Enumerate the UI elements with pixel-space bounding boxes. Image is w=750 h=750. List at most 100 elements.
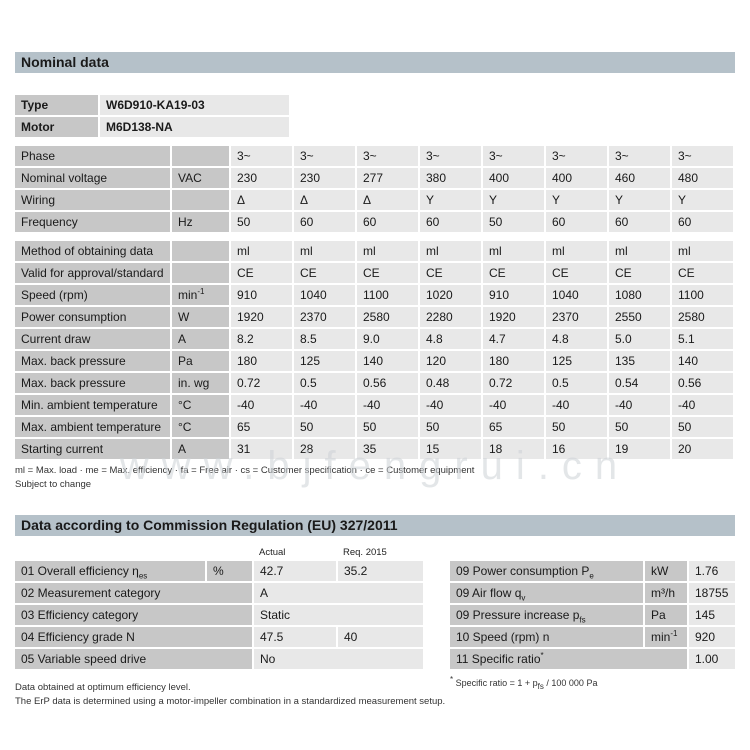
unit-text: VAC: [178, 171, 202, 185]
unit-text: °C: [178, 398, 192, 412]
value-cell: 60: [357, 212, 418, 232]
value-cell: Y: [609, 190, 670, 210]
unit-cell: °C: [172, 417, 229, 437]
value-cell: CE: [420, 263, 481, 283]
label-subscript: es: [138, 571, 148, 581]
row-label: Wiring: [15, 190, 170, 210]
value-cell: 400: [546, 168, 607, 188]
value-cell: 2580: [672, 307, 733, 327]
unit-text: °C: [178, 420, 192, 434]
value-cell: 1.00: [689, 649, 735, 669]
row-label: 01 Overall efficiency ηes: [15, 561, 205, 581]
value-cell: 20: [672, 439, 733, 459]
unit-cell: Hz: [172, 212, 229, 232]
nominal-table-row: Current draw A 8.2 8.5 9.0 4.8 4.7 4.8 5.0 5.1: [15, 329, 733, 349]
unit-cell: A: [172, 439, 229, 459]
value-cell: 60: [420, 212, 481, 232]
value-cell: ml: [546, 241, 607, 261]
unit-text: W: [178, 310, 190, 324]
value-cell: -40: [609, 395, 670, 415]
value-cell: 3~: [294, 146, 355, 166]
value-cell: 125: [294, 351, 355, 371]
label-text: 02 Measurement category: [21, 586, 161, 600]
unit-cell: Pa: [645, 605, 687, 625]
value-cell: 0.72: [483, 373, 544, 393]
row-label: 03 Efficiency category: [15, 605, 252, 625]
value-cell: 1040: [546, 285, 607, 305]
value-cell: 31: [231, 439, 292, 459]
value-cell: -40: [357, 395, 418, 415]
value-cell: 400: [483, 168, 544, 188]
value-cell: 3~: [231, 146, 292, 166]
value-cell: 3~: [357, 146, 418, 166]
unit-cell: [172, 190, 229, 210]
nominal-table-row: Speed (rpm) min-1 910 1040 1100 1020 910 1040 10…: [15, 285, 733, 305]
value-cell: Δ: [231, 190, 292, 210]
value-cell: ml: [420, 241, 481, 261]
erp-right-row: 09 Pressure increase pfs Pa 145: [450, 605, 735, 625]
erp-left-row: 02 Measurement category A: [15, 583, 423, 603]
label-text: 09 Pressure increase p: [456, 608, 580, 622]
row-label: Max. back pressure: [15, 373, 170, 393]
row-label: Phase: [15, 146, 170, 166]
value-cell: ml: [357, 241, 418, 261]
table-row: Motor M6D138-NA: [15, 117, 289, 137]
value-cell: Y: [483, 190, 544, 210]
abbreviation-legend: ml = Max. load · me = Max. efficiency · …: [15, 465, 475, 476]
column-header-req-2015: Req. 2015: [343, 547, 387, 558]
unit-cell: [172, 263, 229, 283]
value-cell: 3~: [672, 146, 733, 166]
value-cell: 140: [672, 351, 733, 371]
label-text: 09 Power consumption P: [456, 564, 590, 578]
unit-cell: %: [207, 561, 252, 581]
row-label: 09 Pressure increase pfs: [450, 605, 643, 625]
actual-value-cell: No: [254, 649, 423, 669]
value-cell: 50: [420, 417, 481, 437]
value-cell: -40: [294, 395, 355, 415]
label-text: 05 Variable speed drive: [21, 652, 147, 666]
row-label: 09 Power consumption Pe: [450, 561, 643, 581]
label-text: 04 Efficiency grade N: [21, 630, 135, 644]
row-label: Max. ambient temperature: [15, 417, 170, 437]
value-cell: 380: [420, 168, 481, 188]
type-motor-table: Type W6D910-KA19-03 Motor M6D138-NA: [15, 95, 289, 137]
value-cell: CE: [483, 263, 544, 283]
value-cell: 5.0: [609, 329, 670, 349]
column-header-actual: Actual: [259, 547, 286, 558]
value-cell: Δ: [294, 190, 355, 210]
value-cell: ml: [294, 241, 355, 261]
value-cell: 8.2: [231, 329, 292, 349]
value-cell: CE: [231, 263, 292, 283]
section-header-nominal-data: Nominal data: [15, 52, 735, 73]
type-label: Type: [15, 95, 98, 115]
erp-right-row: 09 Power consumption Pe kW 1.76: [450, 561, 735, 581]
value-cell: CE: [357, 263, 418, 283]
value-cell: 0.5: [294, 373, 355, 393]
actual-value-cell: 47.5: [254, 627, 336, 647]
value-cell: -40: [420, 395, 481, 415]
row-label: 09 Air flow qv: [450, 583, 643, 603]
asterisk: *: [450, 675, 454, 684]
value-cell: CE: [294, 263, 355, 283]
nominal-table-row: Nominal voltage VAC 230 230 277 380 400 400 460 4…: [15, 168, 733, 188]
row-label: Frequency: [15, 212, 170, 232]
unit-exponent: -1: [670, 629, 678, 638]
value-cell: -40: [231, 395, 292, 415]
nominal-table-row: Power consumption W 1920 2370 2580 2280 1920 23…: [15, 307, 733, 327]
value-cell: 2370: [294, 307, 355, 327]
unit-cell: m³/h: [645, 583, 687, 603]
value-cell: 910: [231, 285, 292, 305]
value-cell: 230: [231, 168, 292, 188]
motor-value: M6D138-NA: [100, 117, 289, 137]
erp-right-row: 09 Air flow qv m³/h 18755: [450, 583, 735, 603]
value-cell: 3~: [420, 146, 481, 166]
value-cell: ml: [231, 241, 292, 261]
value-cell: 3~: [483, 146, 544, 166]
motor-label: Motor: [15, 117, 98, 137]
nominal-table: Phase 3~ 3~ 3~ 3~ 3~ 3~ 3~ 3~ Nominal voltage VAC 2…: [15, 146, 733, 459]
value-cell: 60: [294, 212, 355, 232]
unit-cell: kW: [645, 561, 687, 581]
value-cell: 0.48: [420, 373, 481, 393]
unit-text: Pa: [651, 608, 666, 622]
value-cell: 0.72: [231, 373, 292, 393]
